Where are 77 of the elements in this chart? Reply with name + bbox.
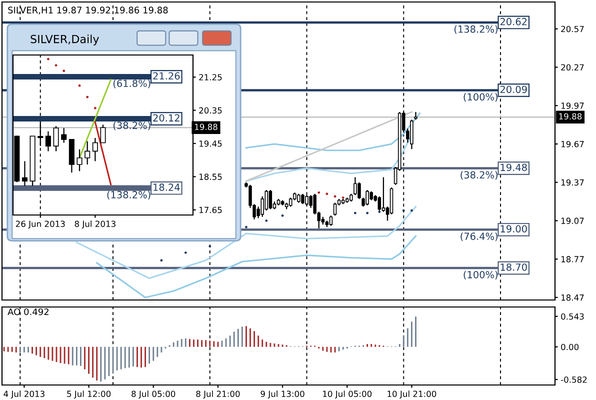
point xyxy=(54,64,58,67)
ref-line-label: 18.24 xyxy=(154,184,180,191)
x-tick-label: 26 Jun 2013 xyxy=(16,220,65,229)
ref-line-label: 19.88 xyxy=(559,113,582,120)
y-tick-label: 19.67 xyxy=(561,140,584,148)
line-series xyxy=(96,235,417,298)
x-tick-label: 4 Jul 2013 xyxy=(4,390,44,399)
ref-line-label: 20.12 xyxy=(153,114,180,122)
point xyxy=(62,70,66,72)
x-tick-label: 8 Jul 21:00 xyxy=(196,390,240,399)
x-tick-label: 10 Jul 21:00 xyxy=(388,390,436,399)
annotation: (61.8%) xyxy=(113,80,150,88)
candlestick xyxy=(45,130,51,152)
annotation: (138.2%) xyxy=(454,25,498,34)
y-tick-label: 20.57 xyxy=(561,26,584,32)
y-tick-label: 18.55 xyxy=(199,174,222,180)
point xyxy=(184,251,187,254)
point xyxy=(86,96,89,98)
y-tick-label: 0.543 xyxy=(561,313,584,320)
y-tick-label: 17.65 xyxy=(199,206,222,214)
y-tick-label: 18.77 xyxy=(561,256,584,262)
candlestick xyxy=(268,189,272,210)
candlestick xyxy=(22,160,28,186)
candlestick xyxy=(264,189,268,212)
candlestick xyxy=(378,196,382,212)
line-series xyxy=(76,206,417,280)
ref-line-label: 19.00 xyxy=(500,225,527,232)
y-tick-label: 19.97 xyxy=(561,102,584,109)
candlestick xyxy=(329,215,333,226)
point xyxy=(318,191,320,194)
y-tick-label: 18.47 xyxy=(561,294,584,301)
candlestick xyxy=(410,119,414,150)
annotation: (100%) xyxy=(464,270,498,280)
candlestick xyxy=(84,140,90,166)
ref-line-label: 20.09 xyxy=(500,86,527,94)
annotation: (138.2%) xyxy=(107,190,150,200)
ref-line-label: 19.88 xyxy=(194,124,218,130)
chart-title: SILVER,H1 19.87 19.92 19.86 19.88 xyxy=(8,6,168,14)
candlestick xyxy=(53,126,59,152)
candlestick xyxy=(92,137,98,162)
point xyxy=(94,106,96,110)
x-tick-label: 8 Jul 2013 xyxy=(74,220,116,229)
ref-line-label: 20.62 xyxy=(500,18,527,26)
chart-title: SILVER,Daily xyxy=(30,34,99,46)
annotation: (100%) xyxy=(464,93,498,102)
ref-line-label: 21.26 xyxy=(153,72,180,80)
x-tick-label: 8 Jul 05:00 xyxy=(132,390,176,399)
chart-title: AO 0.492 xyxy=(8,308,48,316)
y-tick-label: 19.07 xyxy=(561,218,584,224)
y-tick-label: 0.00 xyxy=(561,344,579,350)
line-series xyxy=(245,112,421,152)
ref-line-label: 18.70 xyxy=(500,263,527,271)
candlestick xyxy=(366,189,369,206)
x-tick-label: 9 Jul 13:00 xyxy=(260,390,304,399)
candlestick xyxy=(382,176,386,212)
y-tick-label: 19.37 xyxy=(561,179,584,186)
y-tick-label: 21.25 xyxy=(199,74,222,80)
point xyxy=(160,259,163,262)
point xyxy=(326,192,328,196)
candlestick xyxy=(38,120,44,147)
annotation: (76.4%) xyxy=(460,232,498,242)
y-tick-label: 20.35 xyxy=(199,107,222,114)
candlestick xyxy=(61,127,67,144)
x-tick-label: 5 Jul 12:00 xyxy=(67,390,111,399)
point xyxy=(334,195,336,198)
y-tick-label: 20.27 xyxy=(561,64,584,71)
candlestick xyxy=(301,193,304,205)
candlestick xyxy=(333,202,337,216)
y-tick-label: -0.582 xyxy=(560,376,587,383)
candlestick xyxy=(76,148,82,172)
annotation: (38.2%) xyxy=(113,122,150,130)
candlestick xyxy=(100,124,106,144)
x-tick-label: 10 Jul 05:00 xyxy=(323,390,372,399)
point xyxy=(342,196,344,199)
annotation: (38.2%) xyxy=(460,171,498,180)
ref-line-label: 19.48 xyxy=(500,164,527,172)
y-tick-label: 19.45 xyxy=(199,140,222,147)
